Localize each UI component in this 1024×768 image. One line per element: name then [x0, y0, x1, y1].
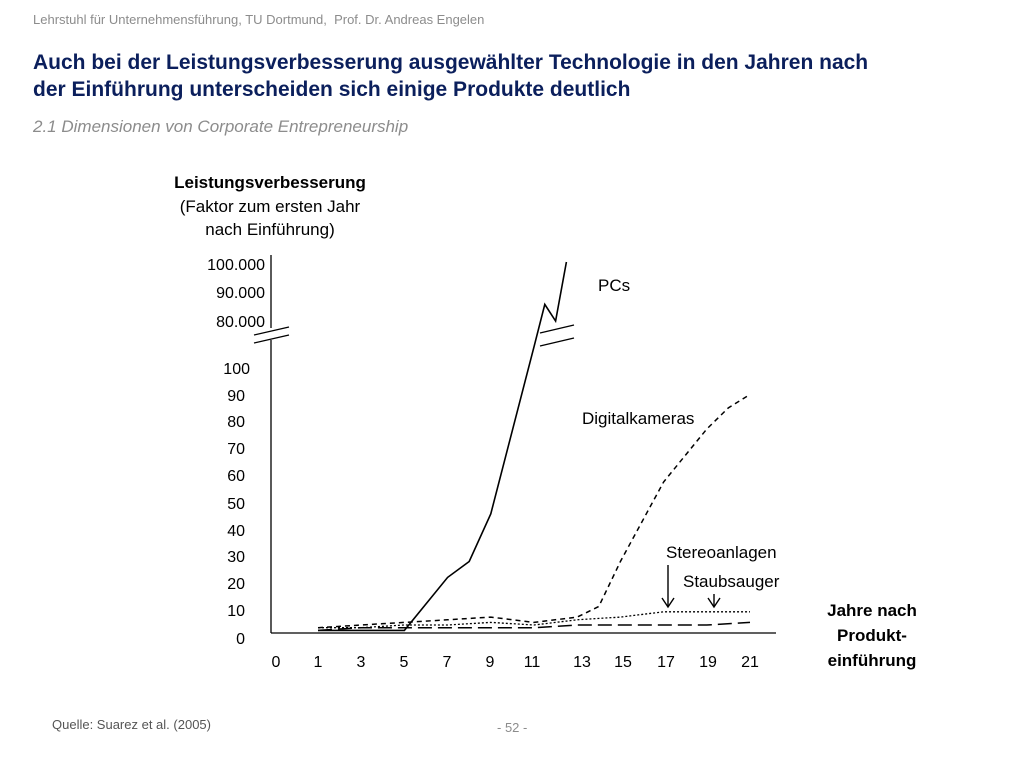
y-tick-label-40: 40 [227, 523, 245, 540]
x-axis-label-line-3: einführung [828, 651, 917, 670]
series-line-staubsauger [317, 621, 751, 632]
y-tick-label-80: 80 [227, 414, 245, 431]
y-tick-label-10: 10 [227, 603, 245, 620]
y-tick-label-100: 100 [223, 361, 250, 378]
series-line-digitalkameras [317, 393, 751, 629]
y-axis-break-mark-2 [253, 334, 290, 344]
y-tick-label-60: 60 [227, 468, 245, 485]
y-tick-label-100000: 100.000 [207, 257, 265, 274]
x-tick-label-17: 17 [657, 654, 675, 671]
series-label-staubsauger: Staubsauger [683, 572, 780, 591]
source-note: Quelle: Suarez et al. (2005) [52, 717, 211, 732]
x-tick-label-11: 11 [524, 654, 541, 671]
x-tick-label-1: 1 [314, 654, 323, 671]
slide-title: Auch bei der Leistungsverbesserung ausge… [33, 49, 993, 103]
stereoanlagen-arrow-head [661, 597, 675, 609]
x-axis-label-line-1: Jahre nach [827, 601, 917, 620]
y-axis-label-line-3: nach Einführung) [205, 220, 334, 239]
x-tick-label-9: 9 [486, 654, 495, 671]
series-line-pcs [318, 261, 568, 632]
y-axis-break-mark-1 [253, 326, 290, 336]
y-tick-label-90: 90 [227, 388, 245, 405]
x-tick-label-13: 13 [573, 654, 591, 671]
x-tick-label-7: 7 [443, 654, 452, 671]
staubsauger-arrow-head [707, 597, 721, 609]
y-tick-label-80000: 80.000 [216, 314, 265, 331]
x-tick-label-5: 5 [400, 654, 409, 671]
y-tick-label-50: 50 [227, 496, 245, 513]
y-axis-label-line-1: Leistungsverbesserung [174, 173, 366, 192]
series-label-stereoanlagen: Stereoanlagen [666, 543, 777, 562]
slide-title-line-2: der Einführung unterscheiden sich einige… [33, 78, 631, 101]
series-label-pcs: PCs [598, 276, 630, 295]
x-tick-label-3: 3 [357, 654, 366, 671]
slide-title-line-1: Auch bei der Leistungsverbesserung ausge… [33, 51, 869, 74]
x-axis-label-line-2: Produkt- [837, 626, 907, 645]
pcs-break-mark-1 [539, 324, 575, 334]
x-tick-label-19: 19 [699, 654, 717, 671]
x-tick-label-21: 21 [741, 654, 759, 671]
slide-subtitle: 2.1 Dimensionen von Corporate Entreprene… [33, 117, 409, 136]
institution-header: Lehrstuhl für Unternehmensführung, TU Do… [33, 12, 485, 27]
series-line-stereoanlagen [318, 611, 750, 629]
x-tick-label-15: 15 [614, 654, 632, 671]
y-tick-label-70: 70 [227, 441, 245, 458]
series-label-digitalkameras: Digitalkameras [582, 409, 694, 428]
page-number: - 52 - [497, 720, 528, 735]
y-tick-label-90000: 90.000 [216, 285, 265, 302]
y-tick-label-30: 30 [227, 549, 245, 566]
x-tick-label-0: 0 [272, 654, 281, 671]
y-tick-label-20: 20 [227, 576, 245, 593]
y-tick-label-0: 0 [236, 631, 245, 648]
y-axis-label-line-2: (Faktor zum ersten Jahr [180, 197, 361, 216]
pcs-break-mark-2 [539, 337, 575, 347]
